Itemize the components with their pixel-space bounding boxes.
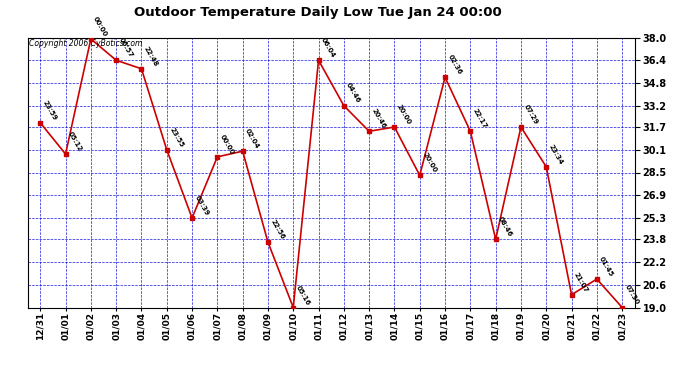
- Text: 02:36: 02:36: [446, 54, 462, 76]
- Text: 04:46: 04:46: [345, 82, 362, 104]
- Text: 23:59: 23:59: [41, 99, 58, 122]
- Text: 22:17: 22:17: [472, 108, 488, 130]
- Text: 21:07: 21:07: [573, 271, 589, 293]
- Text: 00:00: 00:00: [219, 133, 235, 156]
- Text: 05:16: 05:16: [295, 284, 310, 306]
- Text: 22:56: 22:56: [269, 219, 286, 241]
- Text: 08:46: 08:46: [497, 216, 513, 238]
- Text: 22:48: 22:48: [143, 45, 159, 68]
- Text: 23:55: 23:55: [168, 126, 184, 148]
- Text: 02:04: 02:04: [244, 128, 260, 150]
- Text: 23:34: 23:34: [548, 143, 564, 165]
- Text: 03:39: 03:39: [193, 194, 210, 217]
- Text: Outdoor Temperature Daily Low Tue Jan 24 00:00: Outdoor Temperature Daily Low Tue Jan 24…: [134, 6, 501, 19]
- Text: 01:45: 01:45: [598, 255, 615, 278]
- Text: 07:29: 07:29: [522, 104, 539, 126]
- Text: Copyright 2006 CyBotics.com: Copyright 2006 CyBotics.com: [29, 39, 142, 48]
- Text: 06:04: 06:04: [320, 37, 336, 59]
- Text: 05:12: 05:12: [67, 130, 83, 153]
- Text: 20:46: 20:46: [371, 108, 387, 130]
- Text: 07:30: 07:30: [624, 284, 640, 306]
- Text: 20:00: 20:00: [421, 152, 437, 174]
- Text: 00:00: 00:00: [92, 15, 108, 38]
- Text: 06:57: 06:57: [117, 37, 134, 59]
- Text: 20:00: 20:00: [396, 104, 412, 126]
